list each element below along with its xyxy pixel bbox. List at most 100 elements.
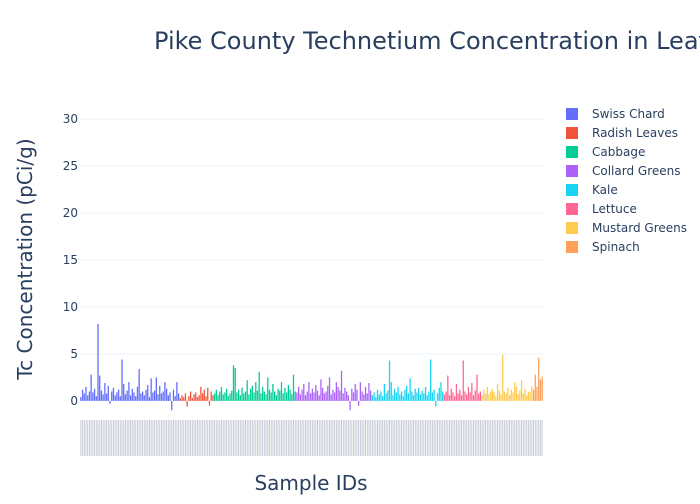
bar[interactable] [196,397,199,401]
bar[interactable] [371,395,374,401]
bar[interactable] [243,393,245,401]
bar[interactable] [143,395,145,401]
bar[interactable] [183,397,185,401]
bar[interactable] [517,394,519,401]
bar[interactable] [464,391,466,401]
bar[interactable] [128,382,130,401]
bar[interactable] [153,390,156,401]
bar[interactable] [404,389,406,401]
bar[interactable] [291,394,293,401]
bar[interactable] [87,395,89,401]
bar[interactable] [455,384,458,401]
bar[interactable] [423,393,425,401]
bar[interactable] [534,374,536,401]
bar[interactable] [124,394,127,401]
bar[interactable] [111,391,113,401]
bar[interactable] [347,395,350,401]
bar[interactable] [313,392,315,401]
bar[interactable] [368,383,370,401]
bar[interactable] [174,396,176,401]
bar[interactable] [445,391,447,401]
bar[interactable] [505,393,507,401]
bar[interactable] [273,391,276,401]
bar[interactable] [340,370,343,401]
bar[interactable] [526,395,528,401]
bar[interactable] [284,387,286,401]
bar[interactable] [382,396,384,401]
bar[interactable] [363,394,365,401]
bar[interactable] [447,375,449,401]
bar[interactable] [438,387,440,401]
bar[interactable] [469,392,471,401]
bar[interactable] [303,384,305,401]
bar[interactable] [318,395,320,401]
bar[interactable] [205,396,207,401]
bar[interactable] [334,392,336,401]
bar[interactable] [394,388,396,401]
bar[interactable] [200,386,202,401]
bar[interactable] [507,387,509,401]
bar[interactable] [109,400,111,404]
bar[interactable] [131,388,133,401]
bar[interactable] [414,388,416,401]
bar[interactable] [145,389,147,401]
bar[interactable] [80,397,82,401]
bar[interactable] [476,374,478,401]
bar[interactable] [346,391,348,401]
legend-item[interactable]: Spinach [566,240,640,254]
bar[interactable] [327,385,329,401]
bar[interactable] [522,393,524,401]
bar[interactable] [419,394,422,401]
bar[interactable] [152,392,154,401]
bar[interactable] [263,391,265,401]
bar[interactable] [203,389,205,401]
bar[interactable] [104,383,106,401]
bar[interactable] [328,377,331,401]
bar[interactable] [169,392,171,401]
bar[interactable] [244,391,247,401]
bar[interactable] [222,394,224,401]
bar[interactable] [93,388,96,401]
bar[interactable] [277,388,279,401]
bar[interactable] [285,392,288,401]
bar[interactable] [275,395,277,401]
bar[interactable] [184,393,187,401]
bar[interactable] [418,387,420,401]
bar[interactable] [289,389,291,401]
bar[interactable] [483,389,485,401]
bar[interactable] [435,400,437,407]
bar[interactable] [172,389,175,401]
bar[interactable] [388,360,391,401]
bar[interactable] [220,386,223,401]
bar[interactable] [510,389,512,401]
bar[interactable] [280,382,283,401]
bar[interactable] [380,391,382,401]
bar[interactable] [502,354,504,401]
bar[interactable] [95,396,97,401]
bar[interactable] [520,380,523,401]
bar[interactable] [491,388,494,401]
bar[interactable] [538,357,540,401]
bar[interactable] [225,388,228,401]
legend-item[interactable]: Collard Greens [566,164,681,178]
bar[interactable] [99,375,101,401]
bar[interactable] [514,382,516,401]
bar[interactable] [299,394,301,401]
bar[interactable] [524,388,526,401]
bar[interactable] [246,380,248,401]
bar[interactable] [213,393,216,401]
bar[interactable] [486,386,488,401]
bar[interactable] [424,386,427,401]
bar[interactable] [88,391,91,401]
bar[interactable] [352,392,355,401]
bar[interactable] [232,365,235,401]
bar[interactable] [337,386,339,401]
bar[interactable] [330,394,332,401]
bar[interactable] [344,387,346,401]
bar[interactable] [140,393,142,401]
bar[interactable] [219,391,221,401]
bar[interactable] [460,395,463,401]
bar[interactable] [531,385,533,401]
bar[interactable] [188,396,190,401]
bar[interactable] [436,393,439,401]
